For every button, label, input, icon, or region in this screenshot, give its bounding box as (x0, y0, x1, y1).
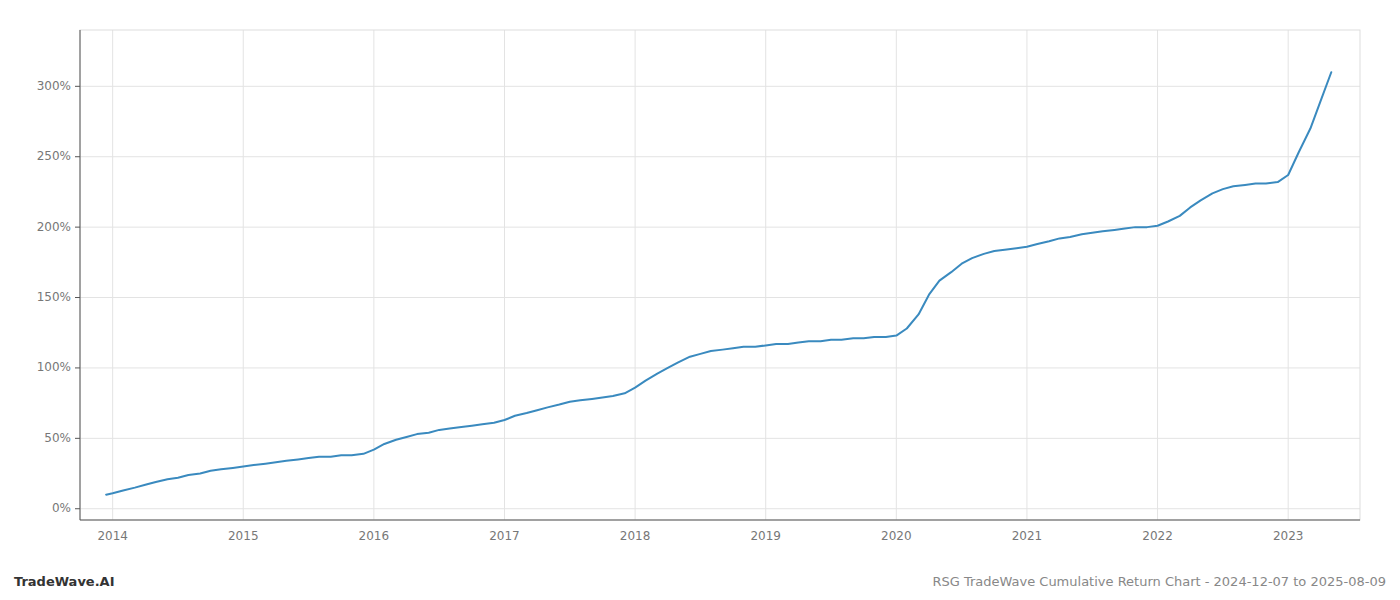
plot-frame (80, 30, 1360, 520)
grid (80, 30, 1360, 520)
y-grid-line (80, 438, 1360, 439)
x-tick-label: 2016 (359, 529, 390, 543)
y-grid-line (80, 297, 1360, 298)
chart-svg: 0%50%100%150%200%250%300%201420152016201… (0, 0, 1400, 600)
footer-right: RSG TradeWave Cumulative Return Chart - … (932, 574, 1386, 589)
x-grid-line (504, 30, 505, 520)
y-axis-line (80, 30, 81, 520)
y-tick-label: 50% (44, 431, 71, 445)
x-tick-label: 2022 (1142, 529, 1173, 543)
y-tick (75, 297, 80, 298)
x-tick-label: 2023 (1273, 529, 1304, 543)
y-tick (75, 86, 80, 87)
y-tick-label: 250% (37, 149, 71, 163)
x-grid-line (243, 30, 244, 520)
x-grid-line (1288, 30, 1289, 520)
x-grid-line (635, 30, 636, 520)
y-tick (75, 227, 80, 228)
x-grid-line (1157, 30, 1158, 520)
x-tick-label: 2017 (489, 529, 520, 543)
x-tick-label: 2018 (620, 529, 651, 543)
y-grid-line (80, 156, 1360, 157)
chart-container: 0%50%100%150%200%250%300%201420152016201… (0, 0, 1400, 600)
y-tick (75, 367, 80, 368)
y-tick (75, 438, 80, 439)
y-tick-label: 150% (37, 290, 71, 304)
x-tick-label: 2014 (97, 529, 128, 543)
y-tick-label: 100% (37, 360, 71, 374)
y-grid-line (80, 367, 1360, 368)
x-axis: 2014 2015 2016 2017 2018 2019 2020 2021 2022 2023 (97, 529, 1303, 543)
x-grid-line (1026, 30, 1027, 520)
footer-left: TradeWave.AI (14, 574, 115, 589)
x-grid-line (112, 30, 113, 520)
y-grid-line (80, 508, 1360, 509)
x-grid-line (373, 30, 374, 520)
x-grid-line (765, 30, 766, 520)
background (0, 0, 1400, 600)
y-tick-label: 200% (37, 220, 71, 234)
x-axis-line (80, 520, 1360, 521)
data-line (106, 72, 1331, 494)
plot-area (106, 72, 1331, 494)
y-axis: 0% 50% 100% 150% 200% 250% 300% (37, 79, 80, 515)
x-grid-line (896, 30, 897, 520)
y-grid-line (80, 227, 1360, 228)
y-tick-label: 300% (37, 79, 71, 93)
x-tick-label: 2019 (750, 529, 781, 543)
x-tick-label: 2015 (228, 529, 259, 543)
y-tick-label: 0% (52, 501, 71, 515)
y-tick (75, 156, 80, 157)
x-tick-label: 2021 (1012, 529, 1043, 543)
y-grid-line (80, 86, 1360, 87)
y-tick (75, 508, 80, 509)
x-tick-label: 2020 (881, 529, 912, 543)
